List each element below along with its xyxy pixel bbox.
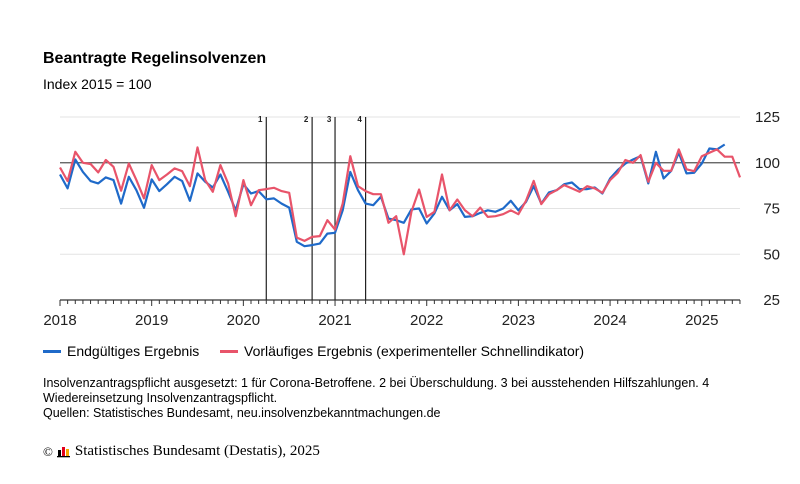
x-tick-label: 2019 [135,312,168,329]
footnote-line-2: Wiedereinsetzung Insolvenzantragspflicht… [43,391,278,405]
legend-label-preliminary: Vorläufiges Ergebnis (experimenteller Sc… [244,343,585,359]
series-line-preliminary [59,146,742,256]
y-tick-label: 75 [763,201,780,218]
legend-swatch-red [220,349,238,353]
x-tick-label: 2022 [410,312,443,329]
copyright-text: Statistisches Bundesamt (Destatis), 2025 [74,443,320,459]
event-label-1: 1 [258,115,263,124]
y-tick-label: 25 [763,292,780,309]
legend-label-final: Endgültiges Ergebnis [67,343,200,359]
y-tick-label: 100 [755,155,780,172]
footnote-line-1: Insolvenzantragspflicht ausgesetzt: 1 fü… [43,376,710,390]
legend-item-preliminary: Vorläufiges Ergebnis (experimenteller Sc… [220,343,584,359]
x-tick-label: 2020 [227,312,260,329]
y-tick-label: 50 [763,246,780,263]
x-tick-label: 2023 [502,312,535,329]
legend-swatch-blue [43,349,61,353]
x-tick-label: 2021 [318,312,351,329]
chart-title: Beantragte Regelinsolvenzen [43,50,267,67]
chart-subtitle: Index 2015 = 100 [43,76,152,92]
copyright: © Statistisches Bundesamt (Destatis), 20… [43,443,320,460]
source-note: Quellen: Statistisches Bundesamt, neu.in… [43,406,441,420]
x-tick-label: 2018 [43,312,76,329]
event-label-3: 3 [327,115,332,124]
destatis-logo-icon [56,446,70,457]
y-tick-label: 125 [755,109,780,126]
event-label-2: 2 [304,115,309,124]
x-tick-label: 2025 [685,312,718,329]
legend-item-final: Endgültiges Ergebnis [43,343,199,359]
copyright-symbol: © [43,443,53,459]
x-tick-label: 2024 [593,312,626,329]
event-label-4: 4 [357,115,362,124]
